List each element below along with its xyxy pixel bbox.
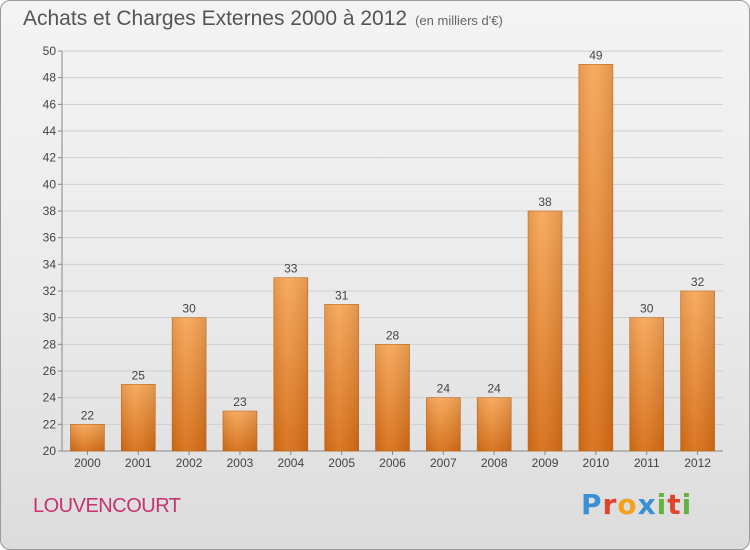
x-tick-label: 2012 [684,456,711,470]
chart-title-text: Achats et Charges Externes 2000 à 2012 [23,7,408,30]
y-tick-label: 46 [43,97,57,111]
data-label: 25 [132,368,146,382]
y-tick-label: 28 [43,337,57,351]
bar-shade [273,277,308,451]
chart-subtitle: (en milliers d'€) [415,13,503,28]
data-label: 22 [81,408,95,422]
y-tick-label: 40 [43,177,57,191]
data-label: 38 [538,195,552,209]
y-tick-label: 24 [43,391,57,405]
bar-shade [222,411,257,451]
y-tick-label: 34 [43,257,57,271]
x-tick-label: 2006 [379,456,406,470]
bar-shade [70,424,105,451]
y-tick-label: 32 [43,284,57,298]
x-tick-label: 2003 [227,456,254,470]
data-label: 24 [437,382,451,396]
data-label: 24 [488,382,502,396]
data-label: 28 [386,328,400,342]
bar-shade [172,317,207,451]
data-label: 31 [335,288,349,302]
chart-title: Achats et Charges Externes 2000 à 2012 (e… [23,7,503,31]
data-label: 30 [182,302,196,316]
y-tick-label: 22 [43,417,57,431]
x-tick-label: 2009 [532,456,559,470]
x-tick-label: 2008 [481,456,508,470]
y-tick-label: 36 [43,231,57,245]
x-tick-label: 2007 [430,456,457,470]
bar-shade [324,304,359,451]
y-tick-label: 30 [43,311,57,325]
x-tick-label: 2010 [583,456,610,470]
bar-shade [629,317,664,451]
data-label: 32 [691,275,705,289]
y-tick-label: 42 [43,151,57,165]
x-tick-label: 2002 [176,456,203,470]
y-tick-label: 38 [43,204,57,218]
data-label: 30 [640,302,654,316]
y-tick-label: 26 [43,364,57,378]
y-tick-label: 44 [43,124,57,138]
data-label: 49 [589,48,603,62]
bar-shade [680,291,715,451]
bar-shade [121,384,156,451]
data-label: 33 [284,262,298,276]
location-name: LOUVENCOURT [33,495,181,517]
y-tick-label: 48 [43,71,57,85]
x-tick-label: 2004 [277,456,304,470]
bar-shade [528,211,563,451]
y-tick-label: 50 [43,44,57,58]
y-tick-label: 20 [43,444,57,458]
bar-shade [375,344,410,451]
bar-shade [477,397,512,451]
x-tick-label: 2000 [74,456,101,470]
data-label: 23 [233,395,247,409]
bar-shade [578,64,613,452]
x-tick-label: 2011 [634,456,660,470]
x-tick-label: 2001 [125,456,152,470]
x-tick-label: 2005 [328,456,355,470]
proxiti-logo: Proxiti [581,488,693,521]
bar-shade [426,397,461,451]
